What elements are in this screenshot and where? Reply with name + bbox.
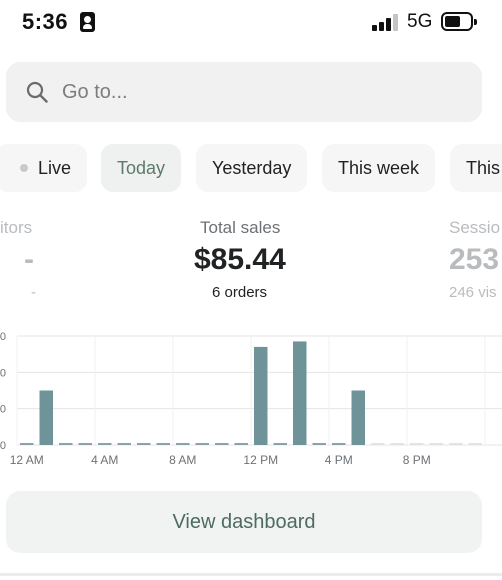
chart-bar: [117, 443, 131, 445]
chart-bar: [273, 443, 287, 445]
chart-bar: [39, 390, 53, 445]
tab-this-month[interactable]: This: [450, 144, 502, 192]
metric-sub: 246 vis: [449, 284, 497, 301]
metric-value: 253: [449, 243, 500, 276]
y-tick-label: 0: [0, 367, 6, 379]
tab-yesterday[interactable]: Yesterday: [196, 144, 308, 192]
search-bar[interactable]: [6, 62, 482, 122]
sales-chart: 0 0 0 0 12 AM 4 AM 8 AM 12 PM 4 PM 8 PM: [0, 331, 502, 467]
y-tick-label: 0: [0, 440, 6, 452]
chart-bar: [390, 443, 404, 445]
view-dashboard-button[interactable]: View dashboard: [6, 491, 482, 553]
metric-label: itors: [0, 218, 33, 237]
chart-bar: [410, 443, 424, 445]
x-tick-label: 8 AM: [169, 453, 196, 467]
tab-label: This: [466, 158, 501, 178]
chart-bar: [468, 443, 482, 445]
chart-bar: [234, 443, 248, 445]
tab-label: Live: [38, 158, 72, 178]
chart-bar: [176, 443, 190, 445]
tab-label: This week: [338, 158, 420, 178]
metric-value: $85.44: [194, 243, 286, 276]
chart-bar: [59, 443, 73, 445]
search-icon: [26, 81, 48, 103]
contact-card-icon: [80, 12, 95, 32]
live-dot-icon: [20, 164, 28, 172]
x-tick-label: 4 AM: [91, 453, 118, 467]
metric-value: -: [24, 243, 34, 276]
status-bar: 5:36 5G: [0, 0, 502, 44]
chart-bar: [156, 443, 170, 445]
chart-bar: [137, 443, 151, 445]
status-time: 5:36: [22, 9, 69, 34]
x-tick-label: 12 PM: [243, 453, 278, 467]
metric-label: Sessio: [449, 218, 501, 237]
chart-bar: [332, 443, 346, 445]
x-tick-label: 12 AM: [10, 453, 44, 467]
chart-bar: [371, 443, 385, 445]
network-type: 5G: [407, 11, 433, 32]
chart-bar: [215, 443, 229, 445]
chart-bar: [78, 443, 92, 445]
y-tick-label: 0: [0, 331, 6, 343]
chart-bar: [98, 443, 112, 445]
chart-bar: [293, 341, 307, 445]
divider: [0, 573, 502, 576]
signal-icon: [372, 13, 400, 31]
tab-live[interactable]: Live: [0, 144, 88, 192]
y-tick-label: 0: [0, 404, 6, 416]
chart-bar: [429, 443, 443, 445]
tab-label: Yesterday: [212, 158, 292, 178]
chart-bar: [20, 443, 34, 445]
chart-bar: [449, 443, 463, 445]
tab-label: Today: [117, 158, 166, 178]
chart-bar: [312, 443, 326, 445]
tab-this-week[interactable]: This week: [322, 144, 436, 192]
metric-sub: -: [31, 284, 36, 301]
search-input[interactable]: [62, 76, 462, 108]
chart-bar: [351, 390, 365, 445]
battery-icon: [441, 12, 477, 31]
x-tick-label: 8 PM: [403, 453, 431, 467]
chart-bar: [195, 443, 209, 445]
metric-sub: 6 orders: [212, 284, 268, 301]
tab-today[interactable]: Today: [101, 144, 182, 192]
date-range-tabs: Live Today Yesterday This week This: [0, 144, 502, 192]
x-tick-label: 4 PM: [325, 453, 353, 467]
metric-label: Total sales: [200, 218, 281, 237]
chart-bar: [254, 346, 268, 445]
